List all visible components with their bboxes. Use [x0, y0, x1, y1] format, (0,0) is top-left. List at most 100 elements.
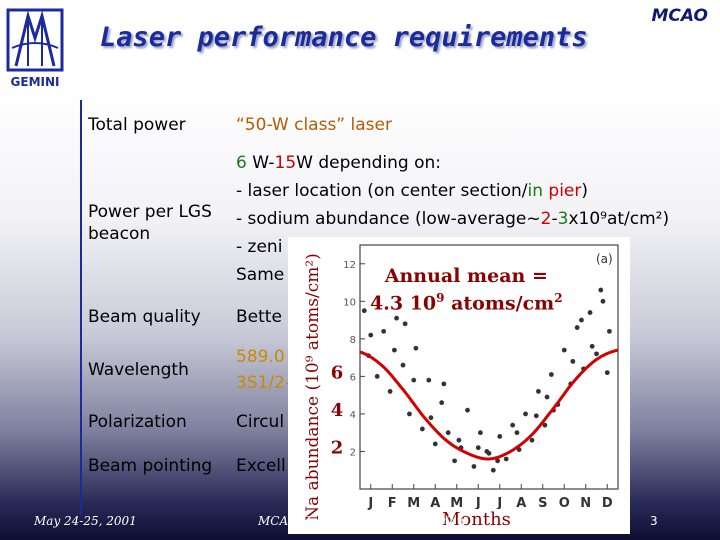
y-tick-label: 12 — [343, 260, 356, 271]
data-point — [361, 308, 367, 314]
row-label-wavelength: Wavelength — [88, 360, 189, 380]
row-value-wavelength: 589.0 — [236, 347, 285, 367]
row-label-power-per-lgs: Power per LGS beacon — [88, 202, 212, 244]
data-point — [475, 445, 481, 451]
month-label: A — [430, 496, 440, 511]
annotation-value: 4.3 10 — [370, 292, 437, 315]
row-value-wavelength-transition: 3S1/2- — [236, 373, 292, 393]
text-segment: - zeni — [236, 237, 283, 257]
data-point — [428, 415, 434, 421]
month-label: A — [516, 496, 526, 511]
data-point — [439, 400, 445, 406]
data-point — [452, 458, 457, 464]
month-label: S — [538, 496, 547, 511]
data-point — [604, 370, 610, 376]
text-segment: 3 — [557, 209, 569, 229]
data-point — [510, 422, 516, 428]
text-segment: - laser location (on center section/ — [236, 181, 528, 201]
data-point — [529, 437, 535, 443]
month-label: O — [559, 496, 570, 511]
data-point — [533, 413, 539, 419]
data-point — [486, 450, 492, 456]
outer-tick-bg — [328, 397, 346, 420]
data-point — [432, 441, 438, 447]
data-point — [598, 287, 604, 293]
text-segment: W depending on: — [296, 153, 442, 173]
data-point — [392, 347, 397, 353]
annotation-exp: 9 — [436, 291, 445, 305]
data-point — [441, 381, 447, 387]
data-point — [579, 317, 584, 323]
row-label-total-power: Total power — [88, 115, 186, 135]
data-point — [587, 310, 593, 315]
data-point — [495, 458, 500, 464]
data-point — [411, 377, 417, 383]
data-point — [478, 430, 483, 436]
sodium-abundance-chart: 12 10 8 6 4 2 6 4 2 J F M A M J J A S O N D (a) Annual mean =… — [288, 237, 630, 534]
row-value-total-power: “50-W class” laser — [236, 115, 392, 135]
power-per-lgs-line: Same — [236, 264, 284, 286]
data-point — [381, 328, 387, 334]
text-segment: in — [527, 181, 544, 201]
outer-tick-bg — [328, 435, 346, 458]
y-tick-label: 8 — [350, 335, 356, 346]
data-point — [402, 321, 408, 327]
data-point — [542, 422, 548, 428]
month-label: F — [388, 496, 397, 511]
y-tick-label: 4 — [350, 410, 356, 421]
data-point — [419, 426, 425, 432]
data-point — [561, 347, 567, 353]
outer-tick-label: 4 — [331, 400, 344, 421]
outer-tick-bg — [328, 360, 346, 383]
table-divider — [80, 100, 82, 515]
data-point — [456, 437, 462, 443]
text-segment: 6 — [236, 153, 247, 173]
text-segment: pier — [548, 181, 582, 201]
row-value-beam-pointing: Excell — [236, 456, 286, 476]
data-point — [548, 372, 554, 377]
data-point — [536, 389, 541, 394]
logo-text: GEMINI — [11, 75, 60, 89]
month-label: M — [450, 496, 463, 511]
data-point — [465, 407, 470, 413]
power-per-lgs-line: - zeni — [236, 236, 282, 258]
data-point — [387, 389, 393, 394]
data-point — [589, 343, 595, 349]
power-per-lgs-line: - laser location (on center section/in p… — [236, 180, 588, 202]
data-point — [523, 411, 528, 417]
power-per-lgs-line: 6 W-15W depending on: — [236, 152, 441, 174]
row-value-beam-quality: Bette — [236, 307, 282, 327]
data-point — [544, 394, 550, 400]
panel-label: (a) — [596, 252, 613, 266]
month-label: J — [496, 496, 502, 511]
page-number: 3 — [650, 514, 658, 528]
row-value-polarization: Circul — [236, 412, 285, 432]
power-per-lgs-line: - sodium abundance (low-average~2-3x10⁹a… — [236, 208, 669, 230]
y-tick-label: 10 — [343, 297, 356, 308]
month-label: N — [580, 496, 591, 511]
row-label-beam-pointing: Beam pointing — [88, 456, 213, 476]
data-point — [426, 377, 432, 383]
data-point — [570, 358, 576, 364]
data-point — [514, 430, 520, 436]
outer-tick-label: 2 — [331, 437, 344, 458]
text-segment: - sodium abundance (low-average~ — [236, 209, 541, 229]
data-point — [607, 328, 612, 334]
data-point — [394, 315, 399, 321]
data-point — [574, 325, 580, 330]
data-point — [503, 456, 509, 462]
data-point — [374, 373, 380, 379]
data-point — [413, 345, 419, 351]
data-point — [407, 411, 412, 417]
data-point — [471, 464, 477, 469]
data-point — [368, 332, 374, 338]
slide-title: Laser performance requirements — [100, 22, 588, 53]
text-segment: Same — [236, 265, 285, 285]
footer-title: MCAO Preliminary Design Review — [258, 514, 467, 528]
text-segment: W- — [246, 153, 275, 173]
chart-y-axis-label: Na abundance (10⁹ atoms/cm²) — [303, 253, 323, 521]
month-label: M — [407, 496, 420, 511]
month-label: D — [602, 496, 613, 511]
row-label-polarization: Polarization — [88, 412, 187, 432]
y-tick-label: 6 — [350, 372, 356, 383]
